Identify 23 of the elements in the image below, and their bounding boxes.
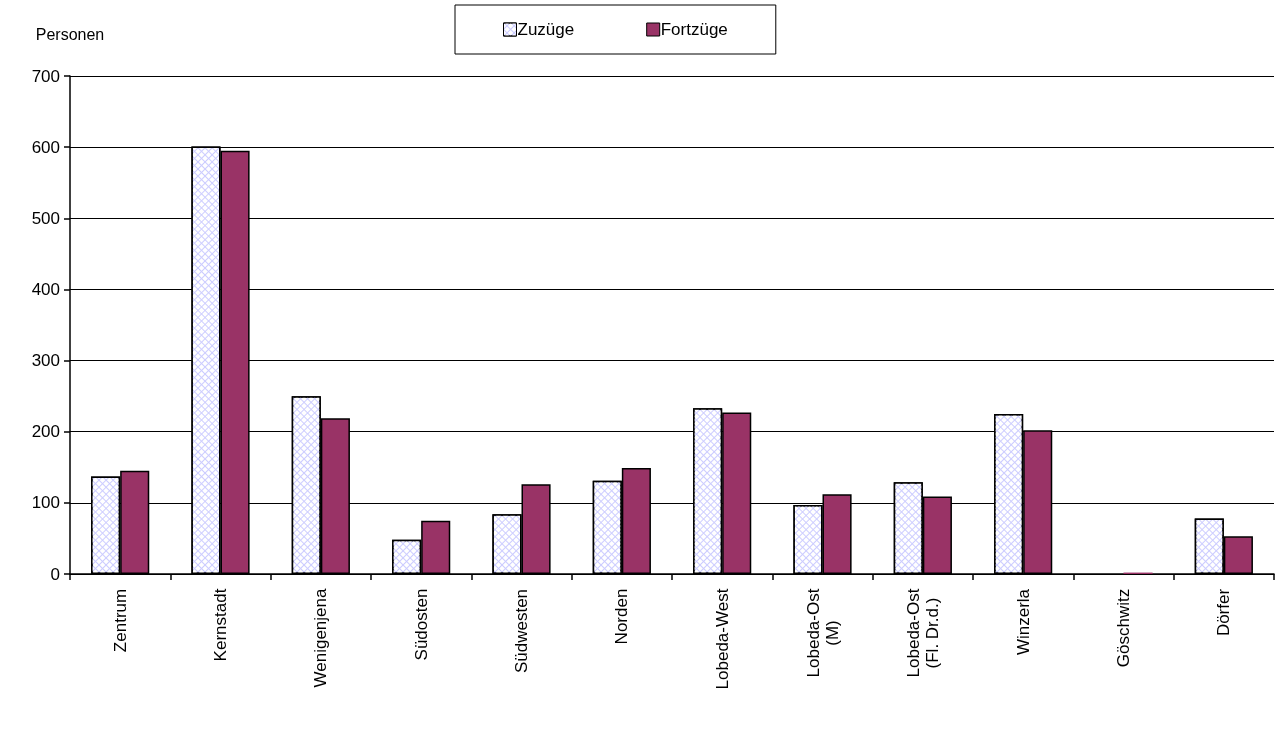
x-tick-label: Südwesten xyxy=(512,588,531,674)
x-tick-label: Winzerla xyxy=(1013,588,1033,656)
x-tick-label: Göschwitz xyxy=(1114,588,1133,668)
y-axis-title: Personen xyxy=(35,25,105,43)
x-tick-label: Lobeda-West xyxy=(712,588,732,690)
x-tick-label: Lobeda-Ost (M) xyxy=(803,588,842,678)
y-tick-label: 500 xyxy=(31,208,60,228)
x-tick-label: Wenigenjena xyxy=(311,587,331,688)
y-tick-label: 0 xyxy=(50,564,60,584)
legend-label: Zuzüge xyxy=(517,20,575,39)
y-tick-label: 200 xyxy=(31,422,60,442)
y-tick-label: 100 xyxy=(31,493,60,513)
y-tick-label: 700 xyxy=(31,66,60,86)
x-tick-label: Südosten xyxy=(411,588,431,661)
x-tick-label: Dörfer xyxy=(1214,588,1234,637)
x-tick-label: Kernstadt xyxy=(211,588,230,662)
y-tick-label: 400 xyxy=(31,279,60,299)
x-tick-label: Zentrum xyxy=(110,588,130,653)
y-tick-label: 600 xyxy=(31,137,60,157)
x-tick-label: Norden xyxy=(612,588,632,645)
legend-label: Fortzüge xyxy=(660,20,728,39)
y-tick-label: 300 xyxy=(31,351,60,371)
x-tick-label: Lobeda-Ost (Fl. Dr.d.) xyxy=(903,588,942,678)
